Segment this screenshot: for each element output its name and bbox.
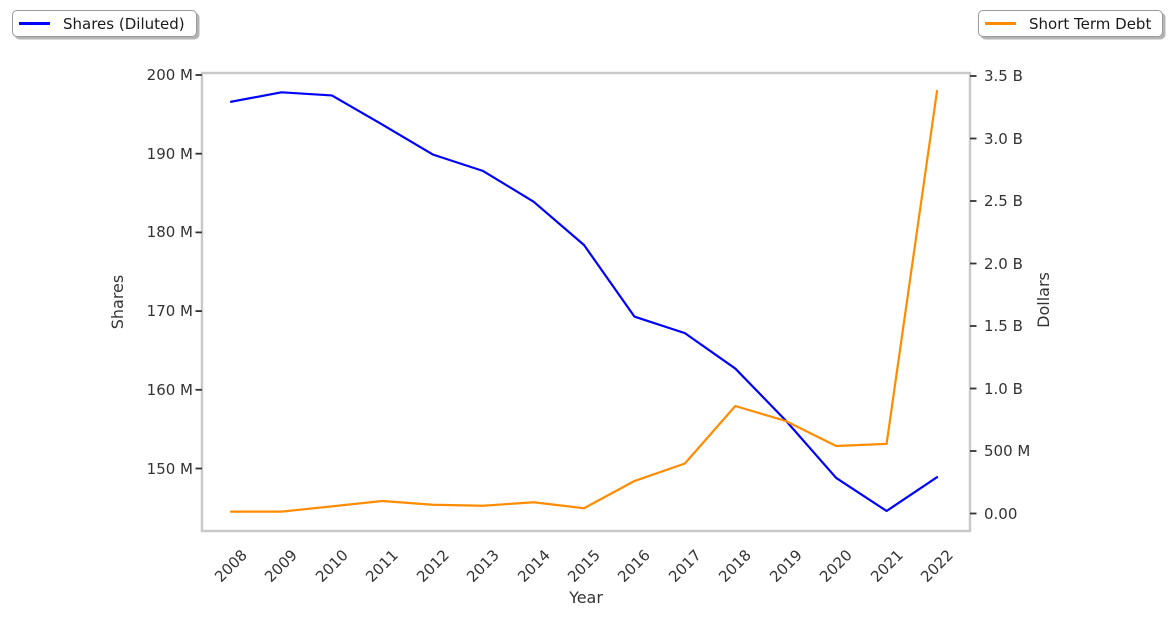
right-tick-label: 2.0 B bbox=[984, 254, 1023, 273]
right-axis-title: Dollars bbox=[1034, 272, 1053, 328]
shares-line bbox=[229, 91, 939, 513]
shares-line-swatch bbox=[19, 22, 50, 25]
right-tick-label: 0.00 bbox=[984, 504, 1018, 523]
right-tick-label: 500 M bbox=[984, 442, 1031, 460]
legend-shares: Shares (Diluted) bbox=[12, 10, 197, 37]
left-tick-label: 170 M bbox=[146, 302, 193, 321]
right-tick-label: 3.0 B bbox=[984, 129, 1023, 148]
left-tick-label: 160 M bbox=[146, 380, 193, 399]
right-tick-label: 3.5 B bbox=[984, 67, 1023, 85]
legend-shares-label: Shares (Diluted) bbox=[63, 14, 185, 33]
debt-line bbox=[229, 89, 939, 513]
debt-line-swatch bbox=[985, 22, 1016, 25]
legend-debt-label: Short Term Debt bbox=[1029, 14, 1152, 33]
x-axis-title: Year bbox=[569, 588, 603, 607]
plot-frame bbox=[200, 71, 972, 533]
legend-short-term-debt: Short Term Debt bbox=[978, 10, 1163, 37]
right-tick-label: 2.5 B bbox=[984, 192, 1023, 210]
left-tick-label: 180 M bbox=[146, 223, 193, 242]
left-tick-label: 190 M bbox=[146, 144, 193, 163]
right-tick-label: 1.0 B bbox=[984, 379, 1023, 398]
right-tick-label: 1.5 B bbox=[984, 317, 1023, 335]
left-tick-label: 150 M bbox=[146, 459, 193, 478]
left-tick-label: 200 M bbox=[146, 66, 193, 84]
left-axis-title: Shares bbox=[108, 274, 127, 330]
